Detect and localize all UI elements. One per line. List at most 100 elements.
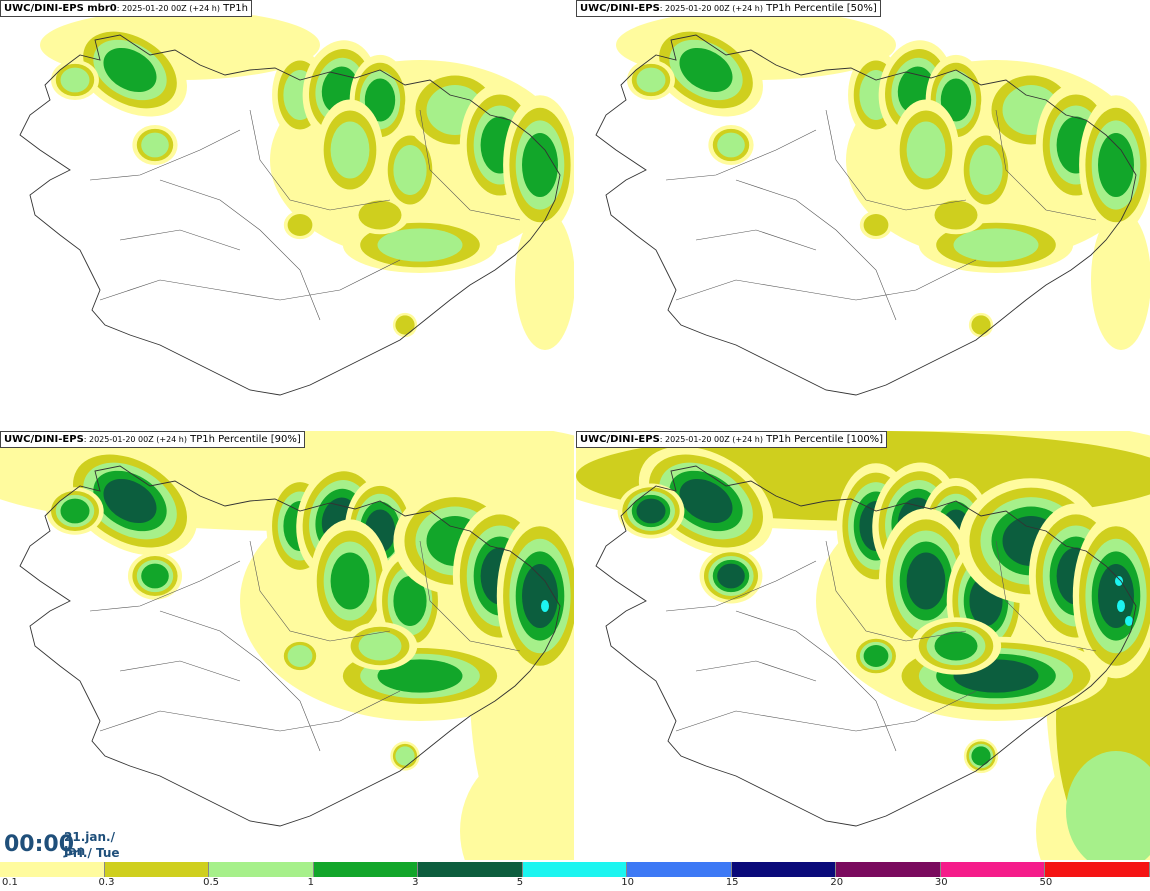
panel-title: UWC/DINI-EPS: 2025-01-20 00Z (+24 h) TP1… [576, 0, 881, 17]
precipitation-area [541, 600, 549, 612]
precipitation-area [636, 67, 666, 93]
precipitation-area [141, 132, 169, 158]
field-name: TP1h Percentile [90%] [186, 434, 301, 445]
panel-title: UWC/DINI-EPS: 2025-01-20 00Z (+24 h) TP1… [576, 431, 888, 448]
road-line [995, 109, 1097, 221]
panel-title: UWC/DINI-EPS: 2025-01-20 00Z (+24 h) TP1… [0, 431, 305, 448]
precipitation-area [1066, 751, 1150, 860]
colorbar-tick-label: 1 [307, 877, 314, 888]
model-name: UWC/DINI-EPS [580, 434, 660, 445]
precipitation-area [364, 78, 396, 122]
precipitation-area [60, 67, 90, 93]
precipitation-area [934, 631, 978, 661]
road-line [159, 610, 321, 752]
colorbar-tick-label: 3 [412, 877, 419, 888]
field-name: TP1h Percentile [50%] [762, 3, 877, 14]
road-line [825, 109, 967, 211]
road-line [99, 259, 401, 301]
precipitation-area [906, 552, 946, 610]
precipitation-area [679, 478, 733, 524]
colorbar-tick-label: 15 [725, 877, 739, 888]
valid-time: 00:00 [4, 832, 75, 857]
coastline [19, 465, 561, 827]
precipitation-area [636, 498, 666, 524]
coastline [19, 34, 561, 396]
coastline [595, 34, 1137, 396]
map-panel-p90: UWC/DINI-EPS: 2025-01-20 00Z (+24 h) TP1… [0, 431, 574, 860]
colorbar-tick-label: 0.3 [98, 877, 115, 888]
precipitation-area [934, 200, 978, 230]
colorbar-segment [940, 862, 1046, 877]
field-name: TP1h [219, 3, 248, 14]
precipitation-area [1125, 616, 1133, 626]
colorbar-tick-label: 5 [516, 877, 524, 888]
colorbar-tick-label: 30 [934, 877, 948, 888]
precipitation-area [377, 659, 463, 693]
precipitation-area [522, 564, 558, 628]
colorbar-tick-label: 0.5 [203, 877, 219, 888]
precipitation-area [906, 121, 946, 179]
road-line [735, 610, 897, 752]
precipitation-area [60, 498, 90, 524]
colorbar-segment [209, 862, 314, 877]
panel-separator-horizontal [0, 429, 1150, 431]
run-info: : 2025-01-20 00Z (+24 h) [659, 435, 763, 444]
road-line [735, 179, 897, 321]
precipitation-area [103, 478, 157, 524]
road-line [419, 540, 521, 652]
precipitation-area [103, 47, 157, 93]
precipitation-area [717, 132, 745, 158]
road-line [419, 109, 521, 221]
road-line [825, 540, 967, 642]
colorbar-segment [836, 862, 941, 877]
colorbar-tick-label: 10 [621, 877, 634, 888]
precipitation-area [1117, 600, 1125, 612]
road-line [695, 660, 817, 682]
precipitation-area [969, 145, 1003, 195]
precipitation-area [141, 563, 169, 589]
colorbar-segment [1045, 862, 1150, 877]
colorbar-tick-label: 50 [1039, 877, 1053, 888]
precipitation-area [863, 645, 889, 667]
map-panel-member0: UWC/DINI-EPS mbr0: 2025-01-20 00Z (+24 h… [0, 0, 574, 429]
run-info: : 2025-01-20 00Z (+24 h) [83, 435, 187, 444]
road-line [665, 560, 817, 612]
road-line [89, 560, 241, 612]
road-line [995, 540, 1097, 652]
valid-date-line2: Þri./ Tue [64, 846, 120, 860]
colorbar-segment [0, 862, 105, 877]
road-line [675, 259, 977, 301]
precipitation-area [287, 214, 313, 236]
map-panel-p100: UWC/DINI-EPS: 2025-01-20 00Z (+24 h) TP1… [576, 431, 1150, 860]
precipitation-map [576, 431, 1150, 860]
road-line [675, 690, 977, 732]
model-name: UWC/DINI-EPS mbr0 [4, 3, 117, 14]
precipitation-area [395, 746, 415, 766]
run-info: : 2025-01-20 00Z (+24 h) [659, 4, 763, 13]
valid-time-box: 00:00 21.jan./ Jan Þri./ Tue [0, 826, 138, 862]
precipitation-area [358, 631, 402, 661]
road-line [159, 179, 321, 321]
model-name: UWC/DINI-EPS [580, 3, 660, 14]
precipitation-area [515, 210, 574, 350]
model-name: UWC/DINI-EPS [4, 434, 84, 445]
road-line [695, 229, 817, 251]
precipitation-area [330, 552, 370, 610]
precipitation-map [595, 10, 1150, 396]
colorbar-tick-label: 0.1 [2, 877, 18, 888]
precipitation-area [522, 133, 558, 197]
precipitation-area [717, 563, 745, 589]
precipitation-area [863, 214, 889, 236]
precipitation-area [1115, 576, 1123, 586]
precipitation-area [287, 645, 313, 667]
precipitation-area [940, 78, 972, 122]
precipitation-colorbar [0, 862, 1150, 877]
precipitation-map [0, 431, 574, 860]
colorbar-segment [418, 862, 523, 877]
road-line [665, 129, 817, 181]
colorbar-segment [627, 862, 732, 877]
run-info: : 2025-01-20 00Z (+24 h) [116, 4, 220, 13]
field-name: TP1h Percentile [100%] [762, 434, 884, 445]
panel-separator-vertical [574, 0, 576, 862]
precipitation-area [460, 751, 574, 860]
